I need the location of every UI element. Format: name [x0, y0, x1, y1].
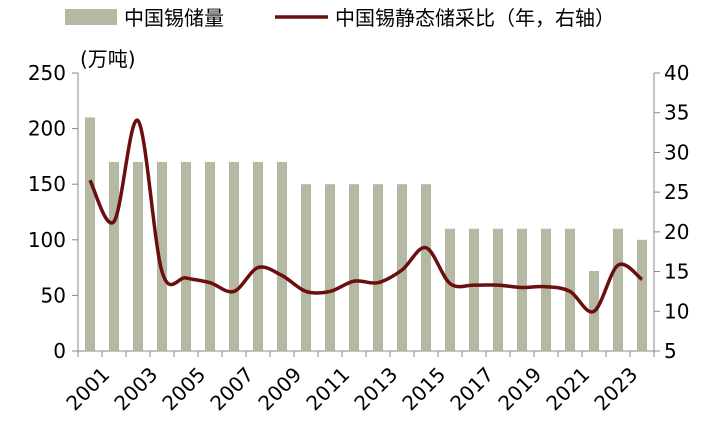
right-tick-label: 35: [664, 101, 689, 125]
x-tick-label: 2005: [157, 362, 210, 415]
left-tick-label: 0: [53, 339, 66, 363]
bar-2010: [300, 184, 312, 351]
left-tick-label: 100: [28, 228, 66, 252]
legend-line-label: 中国锡静态储采比（年，右轴）: [335, 6, 615, 30]
x-tick-label: 2019: [493, 362, 546, 415]
right-tick-label: 30: [664, 140, 689, 164]
left-axis-ticks: 0 50 100 150 200 250: [28, 61, 78, 363]
bar-2024: [636, 239, 648, 351]
bar-2013: [372, 184, 384, 351]
bar-2017: [468, 228, 480, 351]
x-tick-label: 2009: [253, 362, 306, 415]
bar-2012: [348, 184, 360, 351]
left-tick-label: 50: [41, 283, 66, 307]
left-tick-label: 150: [28, 172, 66, 196]
x-tick-label: 2021: [541, 362, 594, 415]
bar-2023: [612, 228, 624, 351]
x-tick-label: 2001: [61, 362, 114, 415]
right-tick-label: 5: [664, 339, 677, 363]
bar-2003: [132, 161, 144, 351]
right-axis-ticks: 5 10 15 20 25 30 35 40: [654, 61, 689, 363]
bar-2020: [540, 228, 552, 351]
x-tick-label: 2017: [445, 362, 498, 415]
bar-2011: [324, 184, 336, 351]
x-tick-label: 2015: [397, 362, 450, 415]
right-tick-label: 40: [664, 61, 689, 85]
bar-2016: [444, 228, 456, 351]
bar-2007: [228, 161, 240, 351]
storage-ratio-line: [88, 118, 644, 314]
bar-2009: [276, 161, 288, 351]
bar-2015: [420, 184, 432, 351]
x-tick-label: 2011: [301, 362, 354, 415]
bar-2019: [516, 228, 528, 351]
bar-2006: [204, 161, 216, 351]
line-series: [88, 118, 644, 314]
left-tick-label: 250: [28, 61, 66, 85]
legend-bar-swatch: [65, 9, 117, 25]
left-axis-unit-label: (万吨): [80, 47, 136, 71]
x-tick-label: 2003: [109, 362, 162, 415]
left-tick-label: 200: [28, 117, 66, 141]
x-axis-ticks: 2001200320052007200920112013201520172019…: [61, 351, 655, 415]
right-tick-label: 25: [664, 180, 689, 204]
right-tick-label: 15: [664, 260, 689, 284]
x-tick-label: 2023: [589, 362, 642, 415]
x-tick-label: 2007: [205, 362, 258, 415]
right-tick-label: 20: [664, 220, 689, 244]
bar-2018: [492, 228, 504, 351]
legend-bar-label: 中国锡储量: [124, 6, 224, 30]
bar-series: [84, 117, 648, 351]
right-tick-label: 10: [664, 299, 689, 323]
bar-2002: [108, 161, 120, 351]
x-tick-label: 2013: [349, 362, 402, 415]
bar-2004: [156, 161, 168, 351]
legend: 中国锡储量 中国锡静态储采比（年，右轴）: [65, 6, 615, 30]
bar-2014: [396, 184, 408, 351]
bar-2005: [180, 161, 192, 351]
bar-2001: [84, 117, 96, 351]
bar-2008: [252, 161, 264, 351]
